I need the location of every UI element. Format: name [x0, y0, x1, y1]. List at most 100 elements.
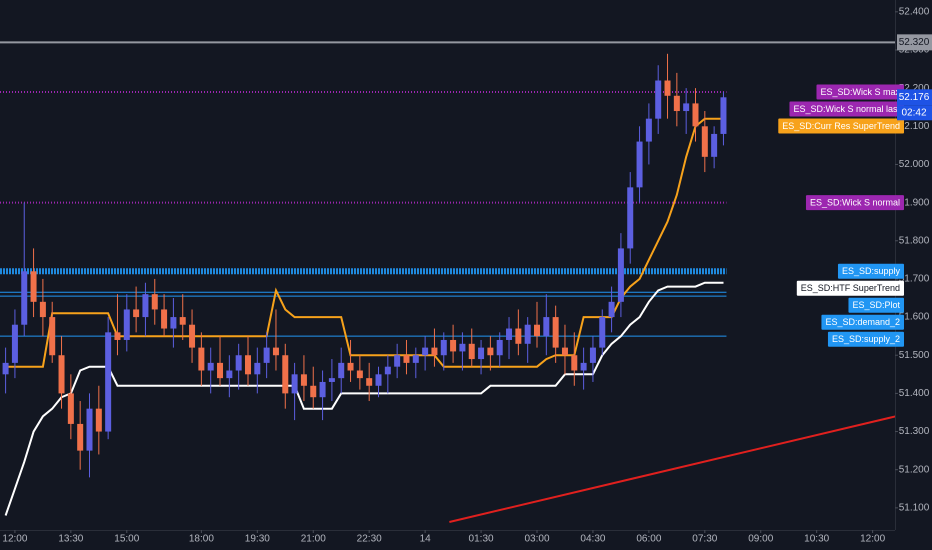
series-label-text: ES_SD:Wick S normal: [810, 197, 900, 207]
series-label-box: [848, 297, 904, 313]
candle-body: [655, 80, 662, 119]
candle-body: [543, 317, 550, 337]
candle-body: [95, 408, 102, 432]
y-tick-label: 51.800: [899, 235, 930, 246]
candle-body: [589, 347, 596, 363]
candle-body: [506, 328, 513, 340]
candle-body: [39, 301, 46, 318]
candle-body: [133, 309, 140, 318]
candle-body: [366, 378, 373, 386]
price-box-label: 52.320: [899, 37, 930, 48]
candle-body: [244, 355, 251, 375]
y-tick-label: 52.100: [899, 121, 930, 132]
series-label: ES_SD:Wick S max: [816, 84, 904, 100]
candle-body: [189, 324, 196, 348]
candle-body: [534, 324, 540, 337]
price-box-label: 52.176: [899, 92, 930, 103]
candle-body: [692, 103, 699, 127]
candle-body: [608, 301, 615, 318]
candle-body: [552, 317, 559, 348]
candle-body: [645, 118, 652, 142]
series-label-box: [789, 101, 904, 117]
candle-body: [617, 248, 624, 302]
candle-body: [291, 374, 298, 394]
x-tick-label: 01:30: [469, 534, 494, 545]
candle-body: [375, 374, 382, 386]
candle-body: [487, 347, 494, 356]
plot-area: [0, 41, 895, 523]
series-label-box: [805, 195, 904, 211]
y-tick-label: 52.200: [899, 83, 930, 94]
axes: 51.100 51.200 51.300 51.400 51.500 51.600 51.7…: [2, 6, 932, 545]
indicator-line: [4, 281, 724, 516]
y-tick-label: 51.100: [899, 503, 930, 514]
series-label: ES_SD:Curr Res SuperTrend: [778, 118, 904, 134]
series-label: ES_SD:demand_2: [821, 314, 904, 330]
candle-body: [235, 355, 242, 371]
candle-body: [664, 80, 671, 96]
candle-body: [226, 370, 233, 379]
candle-body: [459, 343, 466, 352]
candle-body: [384, 366, 391, 375]
trend-line: [449, 415, 895, 523]
x-tick-label: 22:30: [357, 534, 382, 545]
series-label: ES_SD:supply: [837, 263, 904, 279]
x-tick-label: 19:30: [245, 534, 270, 545]
series-label-box: [816, 84, 904, 100]
candle-body: [627, 187, 634, 249]
series-label-text: ES_SD:supply: [842, 266, 901, 276]
series-label-text: ES_SD:Wick S max: [820, 87, 900, 97]
y-tick-label: 51.500: [899, 350, 930, 361]
candle-body: [412, 355, 419, 363]
x-tick-label: 04:30: [580, 534, 605, 545]
candle-body: [67, 393, 74, 424]
candle-body: [636, 141, 643, 188]
candle-body: [720, 97, 727, 134]
candle-body: [30, 271, 37, 302]
candle-body: [356, 370, 363, 379]
candle-body: [571, 355, 578, 371]
candle-body: [170, 317, 177, 329]
candle-body: [496, 339, 503, 356]
candle-body: [310, 385, 317, 398]
candle-body: [431, 347, 438, 356]
y-tick-label: 51.600: [899, 312, 930, 323]
y-tick-label: 51.900: [899, 197, 930, 208]
candle-body: [422, 347, 429, 356]
series-label-text: ES_SD:supply_2: [832, 334, 900, 344]
series-label: ES_SD:Plot: [848, 297, 904, 313]
x-tick-label: 15:00: [114, 534, 139, 545]
series-label-box: [796, 280, 904, 296]
candle-body: [142, 294, 149, 318]
candle-body: [450, 339, 457, 352]
series-label: ES_SD:supply_2: [827, 331, 904, 347]
x-tick-label: 12:00: [2, 534, 27, 545]
candle-body: [580, 362, 587, 371]
candle-body: [207, 362, 214, 371]
series-label-text: ES_SD:HTF SuperTrend: [801, 283, 900, 293]
x-tick-label: 21:00: [301, 534, 326, 545]
candle-body: [524, 324, 531, 344]
y-tick-label: 51.700: [899, 274, 930, 285]
candle-body: [217, 362, 224, 379]
y-tick-label: 51.200: [899, 464, 930, 475]
candle-body: [338, 362, 345, 379]
candle-body: [701, 126, 708, 157]
series-label-text: ES_SD:Curr Res SuperTrend: [782, 121, 900, 131]
x-tick-label: 07:30: [692, 534, 717, 545]
x-tick-label: 09:00: [748, 534, 773, 545]
series-label-text: ES_SD:demand_2: [825, 317, 900, 327]
candle-body: [254, 362, 261, 375]
x-tick-label: 03:00: [524, 534, 549, 545]
candle-body: [673, 95, 680, 112]
candle-body: [105, 332, 112, 432]
candle-body: [468, 343, 475, 360]
candle-body: [49, 317, 56, 356]
candle-body: [515, 328, 522, 344]
series-label-box: [837, 263, 904, 279]
y-tick-label: 52.400: [899, 6, 930, 17]
candle-body: [683, 103, 690, 112]
